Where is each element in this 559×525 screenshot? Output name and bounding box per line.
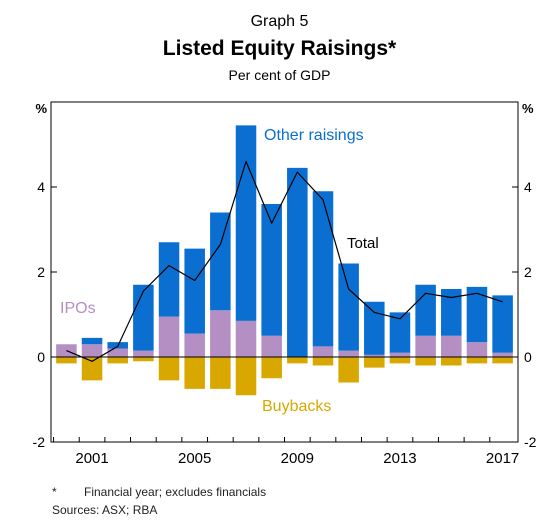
ipos-bar <box>133 350 154 357</box>
x-tick-label: 2017 <box>486 450 519 467</box>
ipos-bar <box>364 354 385 357</box>
other-raisings-bar <box>441 289 462 336</box>
ipos-bar <box>107 348 128 357</box>
y-tick-label-left: -2 <box>33 434 46 450</box>
ipos-bar <box>81 344 103 357</box>
buybacks-bar <box>466 357 488 364</box>
footnote-text: Financial year; excludes financials <box>84 485 267 499</box>
ipos-bar <box>261 335 282 357</box>
y-tick-label-left: 0 <box>37 349 45 365</box>
other-raisings-bars <box>81 125 513 357</box>
ipos-bar <box>158 316 180 357</box>
ipos-bar <box>210 310 231 357</box>
buybacks-bar <box>133 357 154 362</box>
buybacks-bar <box>107 357 128 364</box>
plot-frame <box>50 101 519 443</box>
other-raisings-bar <box>81 337 103 345</box>
buybacks-bar <box>312 357 334 366</box>
ipos-bar <box>389 352 411 357</box>
y-tick-label-right: 2 <box>524 264 532 280</box>
ipos-bar <box>184 333 205 357</box>
total-line-layer <box>66 160 503 362</box>
x-tick-label: 2005 <box>178 450 211 467</box>
ipos-bar <box>492 352 513 357</box>
ipos-bar <box>441 335 462 357</box>
chart-title: Listed Equity Raisings* <box>162 37 397 60</box>
sources-text: Sources: ASX; RBA <box>52 503 158 517</box>
other-raisings-bar <box>415 284 436 336</box>
y-unit-right: % <box>522 101 534 116</box>
buybacks-bar <box>184 357 205 389</box>
other-raisings-bar <box>338 263 359 351</box>
other-raisings-bar <box>364 301 385 355</box>
y-tick-label-left: 2 <box>37 264 45 280</box>
ipos-bar <box>466 342 488 357</box>
y-tick-label-right: 4 <box>524 179 532 195</box>
y-tick-label-left: 4 <box>37 179 45 195</box>
buybacks-bars <box>56 357 513 396</box>
other-raisings-bar <box>158 242 180 317</box>
y-tick-label-right: -2 <box>524 434 537 450</box>
ipos-bar <box>235 320 257 357</box>
graph-number: Graph 5 <box>250 13 309 30</box>
tick-labels: -2 -2 0 0 2 2 4 4% % 2001 2005 2009 2013 2017 <box>33 101 537 467</box>
buybacks-bar <box>56 357 77 364</box>
buybacks-bar <box>235 357 257 396</box>
y-tick-label-right: 0 <box>524 349 532 365</box>
buybacks-bar <box>158 357 180 381</box>
buybacks-bar <box>389 357 411 364</box>
x-tick-label: 2013 <box>383 450 416 467</box>
ipos-label: IPOs <box>60 300 96 317</box>
y-unit-left: % <box>35 101 47 116</box>
chart-subtitle: Per cent of GDP <box>228 67 331 83</box>
ipos-bar <box>415 335 436 357</box>
other-raisings-bar <box>184 248 205 334</box>
buybacks-bar <box>287 357 308 364</box>
buybacks-bar <box>210 357 231 389</box>
other-raisings-label: Other raisings <box>264 127 364 144</box>
axes <box>50 101 519 443</box>
other-raisings-bar <box>235 125 257 321</box>
buybacks-bar <box>441 357 462 366</box>
footnote-marker: * <box>52 485 57 499</box>
ipos-bar <box>338 350 359 357</box>
buybacks-bar <box>338 357 359 383</box>
other-raisings-bar <box>312 191 334 347</box>
series-annotations: Other raisings Total IPOs Buybacks <box>60 127 379 415</box>
buybacks-bar <box>492 357 513 364</box>
x-tick-label: 2001 <box>75 450 108 467</box>
other-raisings-bar <box>287 167 308 357</box>
total-label: Total <box>347 235 379 252</box>
other-raisings-bar <box>466 286 488 343</box>
buybacks-label: Buybacks <box>262 398 331 415</box>
other-raisings-bar <box>389 312 411 353</box>
buybacks-bar <box>415 357 436 366</box>
other-raisings-bar <box>261 204 282 336</box>
total-line <box>66 160 503 362</box>
buybacks-bar <box>261 357 282 379</box>
buybacks-bar <box>364 357 385 368</box>
other-raisings-bar <box>133 284 154 351</box>
other-raisings-bar <box>492 295 513 353</box>
buybacks-bar <box>81 357 103 381</box>
x-tick-label: 2009 <box>281 450 314 467</box>
ipos-bar <box>312 346 334 357</box>
other-raisings-bar <box>210 212 231 311</box>
